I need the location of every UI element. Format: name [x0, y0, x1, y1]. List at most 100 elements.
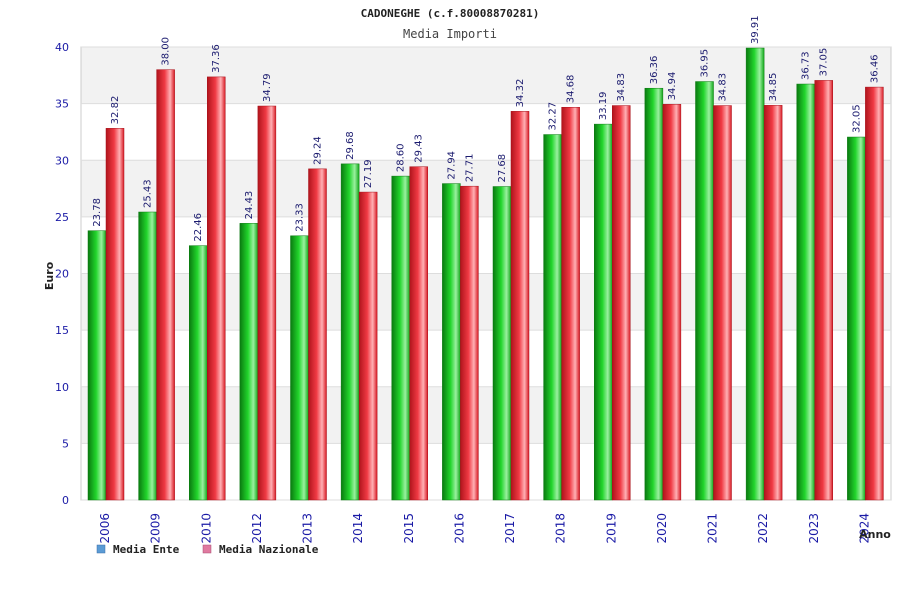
x-tick-label: 2012 — [250, 513, 264, 544]
x-tick-label: 2013 — [301, 513, 315, 544]
y-tick-label: 25 — [55, 211, 69, 224]
bar-media-nazionale-2020 — [662, 104, 682, 501]
x-tick-label: 2024 — [857, 513, 871, 544]
bar-media-ente-2022 — [745, 47, 765, 501]
x-tick-label: 2017 — [503, 513, 517, 544]
y-tick-label: 40 — [55, 41, 69, 54]
data-label: 34.94 — [667, 72, 678, 101]
bar-media-ente-2014 — [340, 163, 360, 501]
data-label: 36.73 — [801, 51, 812, 80]
y-tick-label: 35 — [55, 98, 69, 111]
data-label: 33.19 — [598, 91, 609, 120]
data-label: 37.05 — [819, 48, 830, 77]
data-label: 39.91 — [750, 15, 761, 44]
chart-subtitle: Media Importi — [403, 27, 497, 41]
x-tick-label: 2021 — [706, 513, 720, 544]
bar-media-nazionale-2019 — [612, 105, 631, 501]
data-label: 29.68 — [345, 131, 356, 160]
bar-media-ente-2009 — [138, 211, 157, 501]
data-label: 34.85 — [768, 73, 779, 102]
bar-media-ente-2024 — [847, 136, 866, 501]
data-label: 25.43 — [143, 179, 154, 208]
bar-media-nazionale-2012 — [257, 105, 277, 501]
x-tick-label: 2020 — [655, 513, 669, 544]
data-label: 28.60 — [396, 143, 407, 172]
bar-media-ente-2016 — [442, 183, 461, 501]
data-label: 23.78 — [92, 198, 103, 227]
y-tick-label: 30 — [55, 154, 69, 167]
data-label: 27.71 — [464, 154, 475, 183]
data-label: 36.36 — [649, 56, 660, 85]
bar-media-nazionale-2022 — [763, 105, 783, 501]
bar-media-ente-2019 — [594, 123, 613, 501]
y-tick-label: 20 — [55, 268, 69, 281]
data-label: 27.94 — [446, 151, 457, 180]
x-tick-label: 2009 — [149, 513, 163, 544]
bar-media-ente-2023 — [796, 83, 815, 501]
bar-media-ente-2012 — [239, 223, 259, 501]
y-axis-ticks: 0 5 10 15 20 25 30 35 40 — [55, 41, 69, 507]
data-label: 36.95 — [700, 49, 711, 78]
bar-media-ente-2018 — [543, 134, 562, 501]
bar-media-ente-2010 — [189, 245, 208, 501]
x-axis-label: Anno — [859, 528, 891, 541]
data-label: 32.82 — [110, 96, 121, 125]
legend-swatch-media-nazionale — [202, 544, 212, 554]
bar-media-nazionale-2017 — [510, 111, 530, 501]
bars: 23.78 32.82 25.43 38.00 22.46 37.36 24.43 34.79… — [87, 15, 884, 501]
bar-media-nazionale-2009 — [156, 69, 175, 501]
bar-media-ente-2017 — [492, 186, 512, 501]
y-tick-label: 15 — [55, 324, 69, 337]
x-tick-label: 2018 — [554, 513, 568, 544]
data-label: 24.43 — [244, 191, 255, 220]
bar-media-ente-2020 — [644, 87, 664, 501]
bar-media-nazionale-2024 — [865, 86, 884, 501]
bar-media-nazionale-2015 — [409, 166, 428, 501]
bar-media-ente-2006 — [87, 230, 107, 501]
bar-media-ente-2021 — [695, 81, 714, 501]
x-tick-label: 2023 — [807, 513, 821, 544]
legend-label-media-ente: Media Ente — [113, 543, 180, 556]
data-label: 34.83 — [616, 73, 627, 102]
y-tick-label: 0 — [62, 494, 69, 507]
bar-media-nazionale-2018 — [561, 106, 580, 501]
bar-media-ente-2013 — [290, 235, 309, 501]
legend-label-media-nazionale: Media Nazionale — [219, 543, 319, 556]
x-tick-label: 2014 — [351, 513, 365, 544]
legend: Media Ente Media Nazionale — [96, 543, 319, 556]
data-label: 27.68 — [497, 154, 508, 183]
y-tick-label: 5 — [62, 437, 69, 450]
data-label: 22.46 — [193, 213, 204, 242]
data-label: 27.19 — [363, 159, 374, 188]
x-tick-label: 2016 — [452, 513, 466, 544]
legend-swatch-media-ente — [96, 544, 106, 554]
bar-media-nazionale-2010 — [207, 76, 226, 501]
bar-media-nazionale-2023 — [814, 80, 833, 501]
chart-title: CADONEGHE (c.f.80008870281) — [361, 7, 540, 20]
data-label: 32.27 — [548, 102, 559, 131]
y-axis-label: Euro — [43, 261, 56, 290]
data-label: 32.05 — [851, 104, 862, 133]
bar-media-nazionale-2016 — [460, 185, 479, 501]
y-tick-label: 10 — [55, 381, 69, 394]
data-label: 34.32 — [515, 79, 526, 108]
x-tick-label: 2019 — [604, 513, 618, 544]
data-label: 34.79 — [262, 73, 273, 102]
x-tick-label: 2015 — [402, 513, 416, 544]
x-tick-label: 2022 — [756, 513, 770, 544]
data-label: 38.00 — [161, 37, 172, 66]
data-label: 29.43 — [414, 134, 425, 163]
x-axis-ticks: 2006 2009 2010 2012 2013 2014 2015 2016 2017 2018… — [98, 513, 871, 544]
bar-media-nazionale-2021 — [713, 105, 732, 501]
bar-media-ente-2015 — [391, 175, 410, 501]
data-label: 36.46 — [869, 54, 880, 83]
x-tick-label: 2010 — [199, 513, 213, 544]
data-label: 34.68 — [566, 75, 577, 104]
x-tick-label: 2006 — [98, 513, 112, 544]
data-label: 34.83 — [718, 73, 729, 102]
bar-media-nazionale-2006 — [105, 128, 125, 501]
data-label: 37.36 — [211, 44, 222, 73]
bar-media-nazionale-2014 — [358, 191, 378, 501]
data-label: 29.24 — [313, 136, 324, 165]
